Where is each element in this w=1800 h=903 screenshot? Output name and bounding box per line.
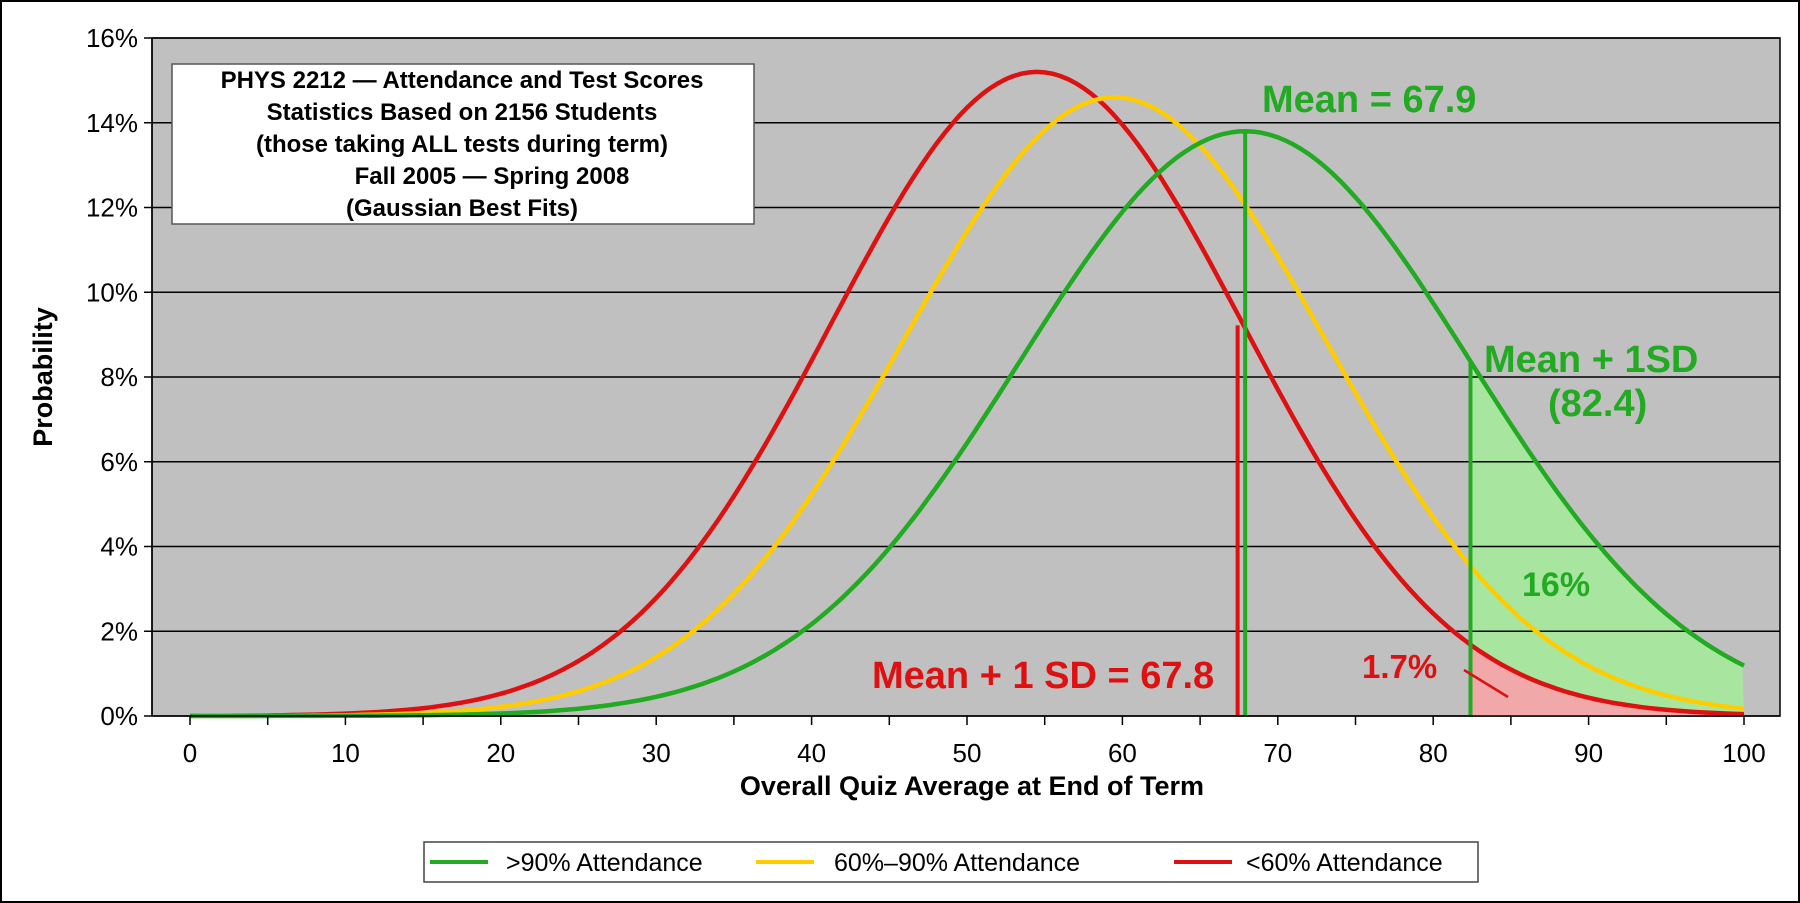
y-tick-label: 0% [100, 701, 138, 731]
annotation-layer: Mean = 67.9 Mean + 1SD (82.4) 16% 1.7% M… [872, 79, 1698, 699]
x-axis-title: Overall Quiz Average at End of Term [740, 771, 1204, 801]
shaded-area-green [1470, 361, 1744, 716]
legend-label-red: <60% Attendance [1246, 849, 1443, 877]
legend-label-green: >90% Attendance [506, 849, 703, 877]
curve-red [189, 69, 1745, 719]
x-tick-label: 10 [331, 738, 360, 768]
info-line-4: Fall 2005 — Spring 2008 [355, 163, 630, 190]
x-tick-label: 30 [642, 738, 671, 768]
y-axis-title: Probability [28, 307, 58, 447]
x-tick-label: 70 [1263, 738, 1292, 768]
shaded-area-red [1470, 644, 1744, 716]
y-tick-label: 12% [86, 193, 138, 223]
x-tick-label: 40 [797, 738, 826, 768]
y-tick-label: 4% [100, 532, 138, 562]
curve-layer [189, 69, 1746, 719]
mean-green-label: Mean = 67.9 [1262, 79, 1476, 121]
tick-layer: 0% 2% 4% 6% 8% 10% 12% 14% 16% 0 10 20 30 40 50 60 70 80 9… [86, 23, 1766, 768]
x-tick-label: 60 [1108, 738, 1137, 768]
legend-label-yellow: 60%–90% Attendance [834, 849, 1080, 877]
sd-green-label-1: Mean + 1SD [1484, 339, 1698, 381]
legend-frame [423, 841, 1479, 883]
grid-layer [152, 37, 1780, 633]
y-tick-label: 8% [100, 362, 138, 392]
info-line-1: PHYS 2212 — Attendance and Test Scores [221, 67, 704, 94]
vline-layer [1235, 131, 1473, 716]
sd-green-label-2: (82.4) [1548, 383, 1647, 425]
y-tick-label: 10% [86, 277, 138, 307]
pct-green-label: 16% [1522, 566, 1590, 604]
pct-red-pointer [1463, 668, 1509, 699]
info-line-2: Statistics Based on 2156 Students [267, 99, 658, 126]
sd-red-label: Mean + 1 SD = 67.8 [872, 655, 1214, 697]
info-line-5: (Gaussian Best Fits) [346, 195, 578, 222]
x-tick-label: 100 [1722, 738, 1765, 768]
curve-yellow [189, 95, 1745, 719]
info-line-3: (those taking ALL tests during term) [256, 131, 668, 158]
y-tick-label: 16% [86, 23, 138, 53]
x-tick-label: 50 [953, 738, 982, 768]
y-tick-label: 2% [100, 616, 138, 646]
y-tick-label: 14% [86, 108, 138, 138]
info-box-frame [171, 63, 755, 225]
y-tick-label: 6% [100, 447, 138, 477]
shading-layer [1470, 361, 1744, 716]
curve-green [190, 128, 1746, 719]
x-tick-label: 80 [1419, 738, 1448, 768]
x-tick-label: 0 [183, 738, 197, 768]
legend: >90% Attendance 60%–90% Attendance <60% … [423, 841, 1479, 883]
pct-red-label: 1.7% [1362, 648, 1437, 685]
x-tick-label: 20 [486, 738, 515, 768]
info-box: PHYS 2212 — Attendance and Test Scores S… [171, 63, 755, 225]
x-tick-label: 90 [1574, 738, 1603, 768]
